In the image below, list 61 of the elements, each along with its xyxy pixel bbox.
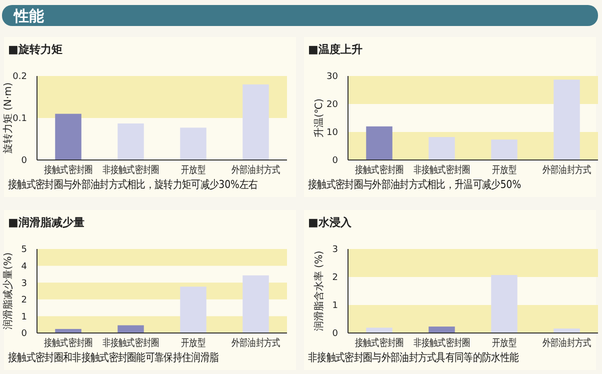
bar bbox=[180, 286, 206, 333]
x-tick-label: 外部油封方式 bbox=[232, 337, 280, 350]
y-tick-label: 2 bbox=[21, 296, 27, 306]
bar bbox=[491, 275, 518, 333]
text: 接触式密封圈与外部油封方式相比，升温可减少50% bbox=[308, 178, 522, 192]
chart-title: ■旋转力矩 bbox=[8, 43, 62, 56]
bar bbox=[554, 328, 580, 333]
x-tick-label: 非接触式密封圈 bbox=[414, 164, 470, 176]
x-tick-label: 外部油封方式 bbox=[232, 164, 280, 176]
bar bbox=[118, 123, 144, 160]
text: 性能 bbox=[13, 7, 45, 25]
y-tick-label: 5 bbox=[21, 245, 27, 256]
x-tick-label: 接触式密封圈 bbox=[44, 337, 92, 350]
bar bbox=[428, 326, 455, 333]
x-tick-label: 接触式密封圈 bbox=[355, 337, 404, 350]
y-axis-title: 升温(℃) bbox=[313, 98, 325, 138]
text: 接触式密封圈和非接触式密封圈能可靠保持住润滑脂 bbox=[8, 351, 219, 364]
text: 非接触式密封圈与外部油封方式具有同等的防水性能 bbox=[308, 351, 519, 364]
y-tick-label: 0 bbox=[332, 329, 338, 340]
bar bbox=[428, 137, 455, 160]
x-tick-label: 接触式密封圈 bbox=[355, 164, 404, 176]
y-tick-label: 30 bbox=[326, 72, 338, 82]
bar bbox=[242, 275, 269, 333]
x-tick-label: 接触式密封圈 bbox=[44, 164, 92, 176]
y-tick-label: 4 bbox=[21, 262, 28, 272]
chart-title: ■水浸入 bbox=[308, 216, 352, 229]
text: 接触式密封圈与外部油封方式相比，旋转力矩可减少30%左右 bbox=[8, 178, 258, 192]
x-tick-label: 开放型 bbox=[492, 337, 516, 350]
bar bbox=[55, 114, 82, 160]
y-axis-title: 润滑脂含水率 (%) bbox=[313, 250, 325, 332]
bar bbox=[554, 80, 580, 160]
x-tick-label: 非接触式密封圈 bbox=[102, 164, 159, 176]
y-tick-label: 0 bbox=[21, 156, 28, 166]
bar bbox=[118, 325, 144, 333]
y-tick-label: 20 bbox=[326, 100, 338, 110]
y-tick-label: 0.2 bbox=[12, 72, 27, 82]
y-tick-label: 0 bbox=[332, 156, 338, 166]
bar bbox=[242, 84, 269, 160]
y-tick-label: 0 bbox=[21, 329, 28, 340]
y-tick-label: 1 bbox=[332, 301, 338, 312]
y-tick-label: 3 bbox=[21, 278, 27, 289]
y-tick-label: 2 bbox=[332, 273, 338, 284]
y-tick-label: 1 bbox=[21, 312, 27, 322]
x-tick-label: 开放型 bbox=[181, 164, 206, 176]
x-tick-label: 开放型 bbox=[181, 337, 206, 350]
x-tick-label: 外部油封方式 bbox=[542, 164, 591, 176]
bar bbox=[491, 140, 518, 160]
y-axis-title: 旋转力矩 (N·m) bbox=[2, 82, 14, 154]
bar bbox=[366, 126, 392, 160]
chart-title: ■温度上升 bbox=[308, 43, 362, 56]
y-tick-label: 3 bbox=[332, 245, 338, 256]
x-tick-label: 外部油封方式 bbox=[542, 337, 591, 350]
bar bbox=[180, 128, 206, 160]
y-axis-title: 润滑脂减少量(%) bbox=[2, 252, 14, 330]
y-tick-label: 0.1 bbox=[12, 114, 27, 124]
x-tick-label: 非接触式密封圈 bbox=[414, 337, 470, 350]
bar bbox=[366, 328, 392, 333]
chart-title: ■润滑脂减少量 bbox=[8, 216, 84, 229]
x-tick-label: 非接触式密封圈 bbox=[102, 337, 159, 350]
y-tick-label: 10 bbox=[326, 128, 338, 138]
x-tick-label: 开放型 bbox=[492, 164, 516, 176]
